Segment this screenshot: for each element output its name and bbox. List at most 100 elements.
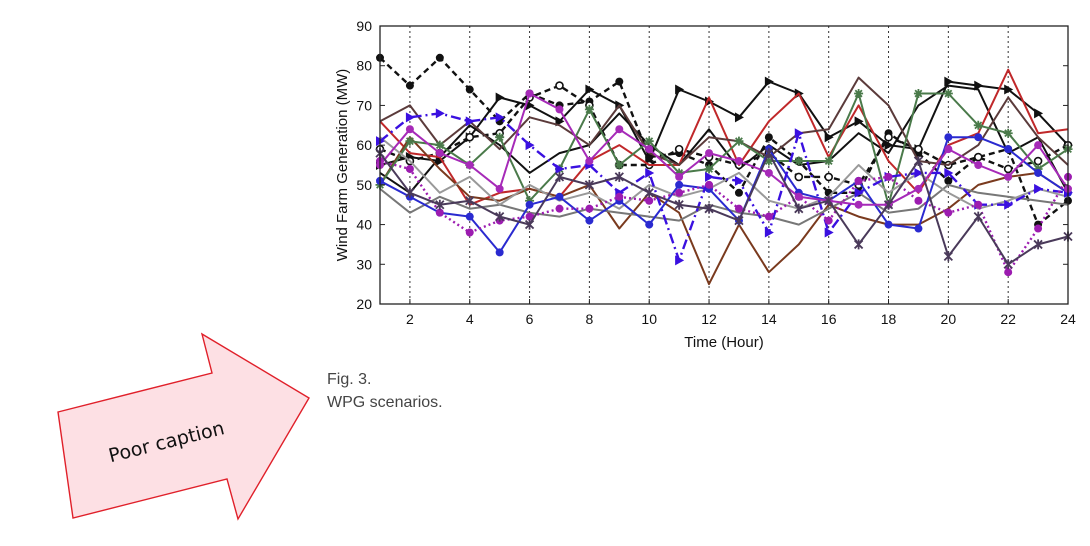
- data-point: [1034, 168, 1043, 177]
- series-7: [379, 76, 1069, 166]
- data-point: [973, 152, 983, 162]
- x-tick-label: 16: [821, 311, 837, 327]
- data-point: [704, 164, 714, 174]
- data-point: [465, 161, 474, 169]
- series-line: [379, 152, 1069, 266]
- data-point: [675, 188, 684, 197]
- series-line: [379, 76, 1069, 166]
- data-point: [853, 239, 864, 250]
- data-point: [585, 157, 594, 166]
- series-group: [375, 53, 1073, 286]
- data-point: [1034, 141, 1043, 150]
- data-point: [1034, 183, 1044, 194]
- data-point: [794, 172, 804, 182]
- data-point: [525, 212, 534, 221]
- data-point: [525, 100, 535, 111]
- data-point: [615, 192, 624, 201]
- data-point: [1004, 172, 1013, 181]
- x-tick-label: 20: [941, 311, 957, 327]
- series-9: [379, 183, 1069, 226]
- data-point: [525, 140, 535, 151]
- data-point: [824, 132, 834, 143]
- y-tick-label: 70: [356, 97, 372, 113]
- data-point: [824, 227, 834, 238]
- x-tick-label: 6: [526, 311, 534, 327]
- x-tick-label: 10: [641, 311, 657, 327]
- data-point: [884, 132, 893, 142]
- data-point: [585, 216, 594, 225]
- data-point: [405, 136, 415, 146]
- x-tick-label: 4: [466, 311, 474, 327]
- data-point: [883, 199, 894, 210]
- data-point: [944, 208, 953, 217]
- x-tick-label: 8: [585, 311, 593, 327]
- data-point: [405, 125, 414, 134]
- x-tick-label: 2: [406, 311, 414, 327]
- data-point: [764, 227, 774, 238]
- data-point: [675, 180, 684, 189]
- data-point: [614, 160, 624, 170]
- data-point: [584, 179, 595, 190]
- y-tick-label: 50: [356, 177, 372, 193]
- data-point: [675, 84, 685, 95]
- data-point: [585, 84, 595, 95]
- data-point: [704, 203, 714, 214]
- data-point: [614, 171, 624, 182]
- data-point: [495, 248, 504, 257]
- data-point: [764, 148, 774, 159]
- series-13: [376, 157, 1072, 277]
- data-point: [435, 199, 445, 210]
- data-point: [615, 77, 624, 86]
- series-line: [379, 183, 1069, 226]
- data-point: [734, 215, 744, 226]
- data-point: [405, 112, 415, 123]
- data-point: [734, 136, 744, 146]
- data-point: [1003, 128, 1013, 138]
- data-point: [525, 200, 534, 209]
- data-point: [1004, 199, 1014, 210]
- plot-frame: [379, 25, 1069, 305]
- data-point: [1003, 164, 1013, 174]
- data-point: [974, 80, 984, 91]
- data-point: [555, 204, 564, 213]
- data-point: [675, 255, 685, 266]
- data-point: [674, 144, 684, 154]
- y-tick-label: 20: [356, 296, 372, 312]
- data-point: [1004, 268, 1013, 277]
- figure-caption: Fig. 3. WPG scenarios.: [327, 368, 443, 414]
- series-line: [379, 112, 1069, 262]
- data-point: [974, 133, 983, 142]
- data-point: [914, 144, 923, 154]
- data-point: [705, 171, 715, 182]
- data-point: [944, 145, 953, 154]
- data-point: [764, 133, 773, 142]
- data-point: [974, 161, 983, 169]
- data-point: [555, 163, 565, 174]
- x-tick-label: 12: [701, 311, 717, 327]
- data-point: [734, 204, 743, 213]
- data-point: [495, 92, 505, 103]
- data-point: [465, 132, 475, 142]
- arrow-shape: [57, 332, 310, 521]
- data-point: [645, 167, 655, 178]
- series-line: [379, 136, 1069, 254]
- data-point: [884, 220, 893, 229]
- data-point: [465, 116, 475, 127]
- data-point: [734, 175, 744, 186]
- data-point: [794, 156, 804, 166]
- data-point: [525, 89, 534, 98]
- series-10: [379, 136, 1069, 210]
- data-point: [435, 140, 445, 150]
- data-point: [794, 128, 804, 139]
- data-point: [644, 187, 654, 198]
- data-point: [555, 192, 564, 201]
- data-point: [734, 157, 743, 166]
- data-point: [465, 85, 474, 94]
- data-point: [405, 164, 414, 173]
- data-point: [943, 89, 953, 99]
- data-point: [913, 89, 923, 99]
- data-point: [435, 208, 444, 217]
- data-point: [435, 108, 445, 119]
- data-point: [495, 132, 505, 142]
